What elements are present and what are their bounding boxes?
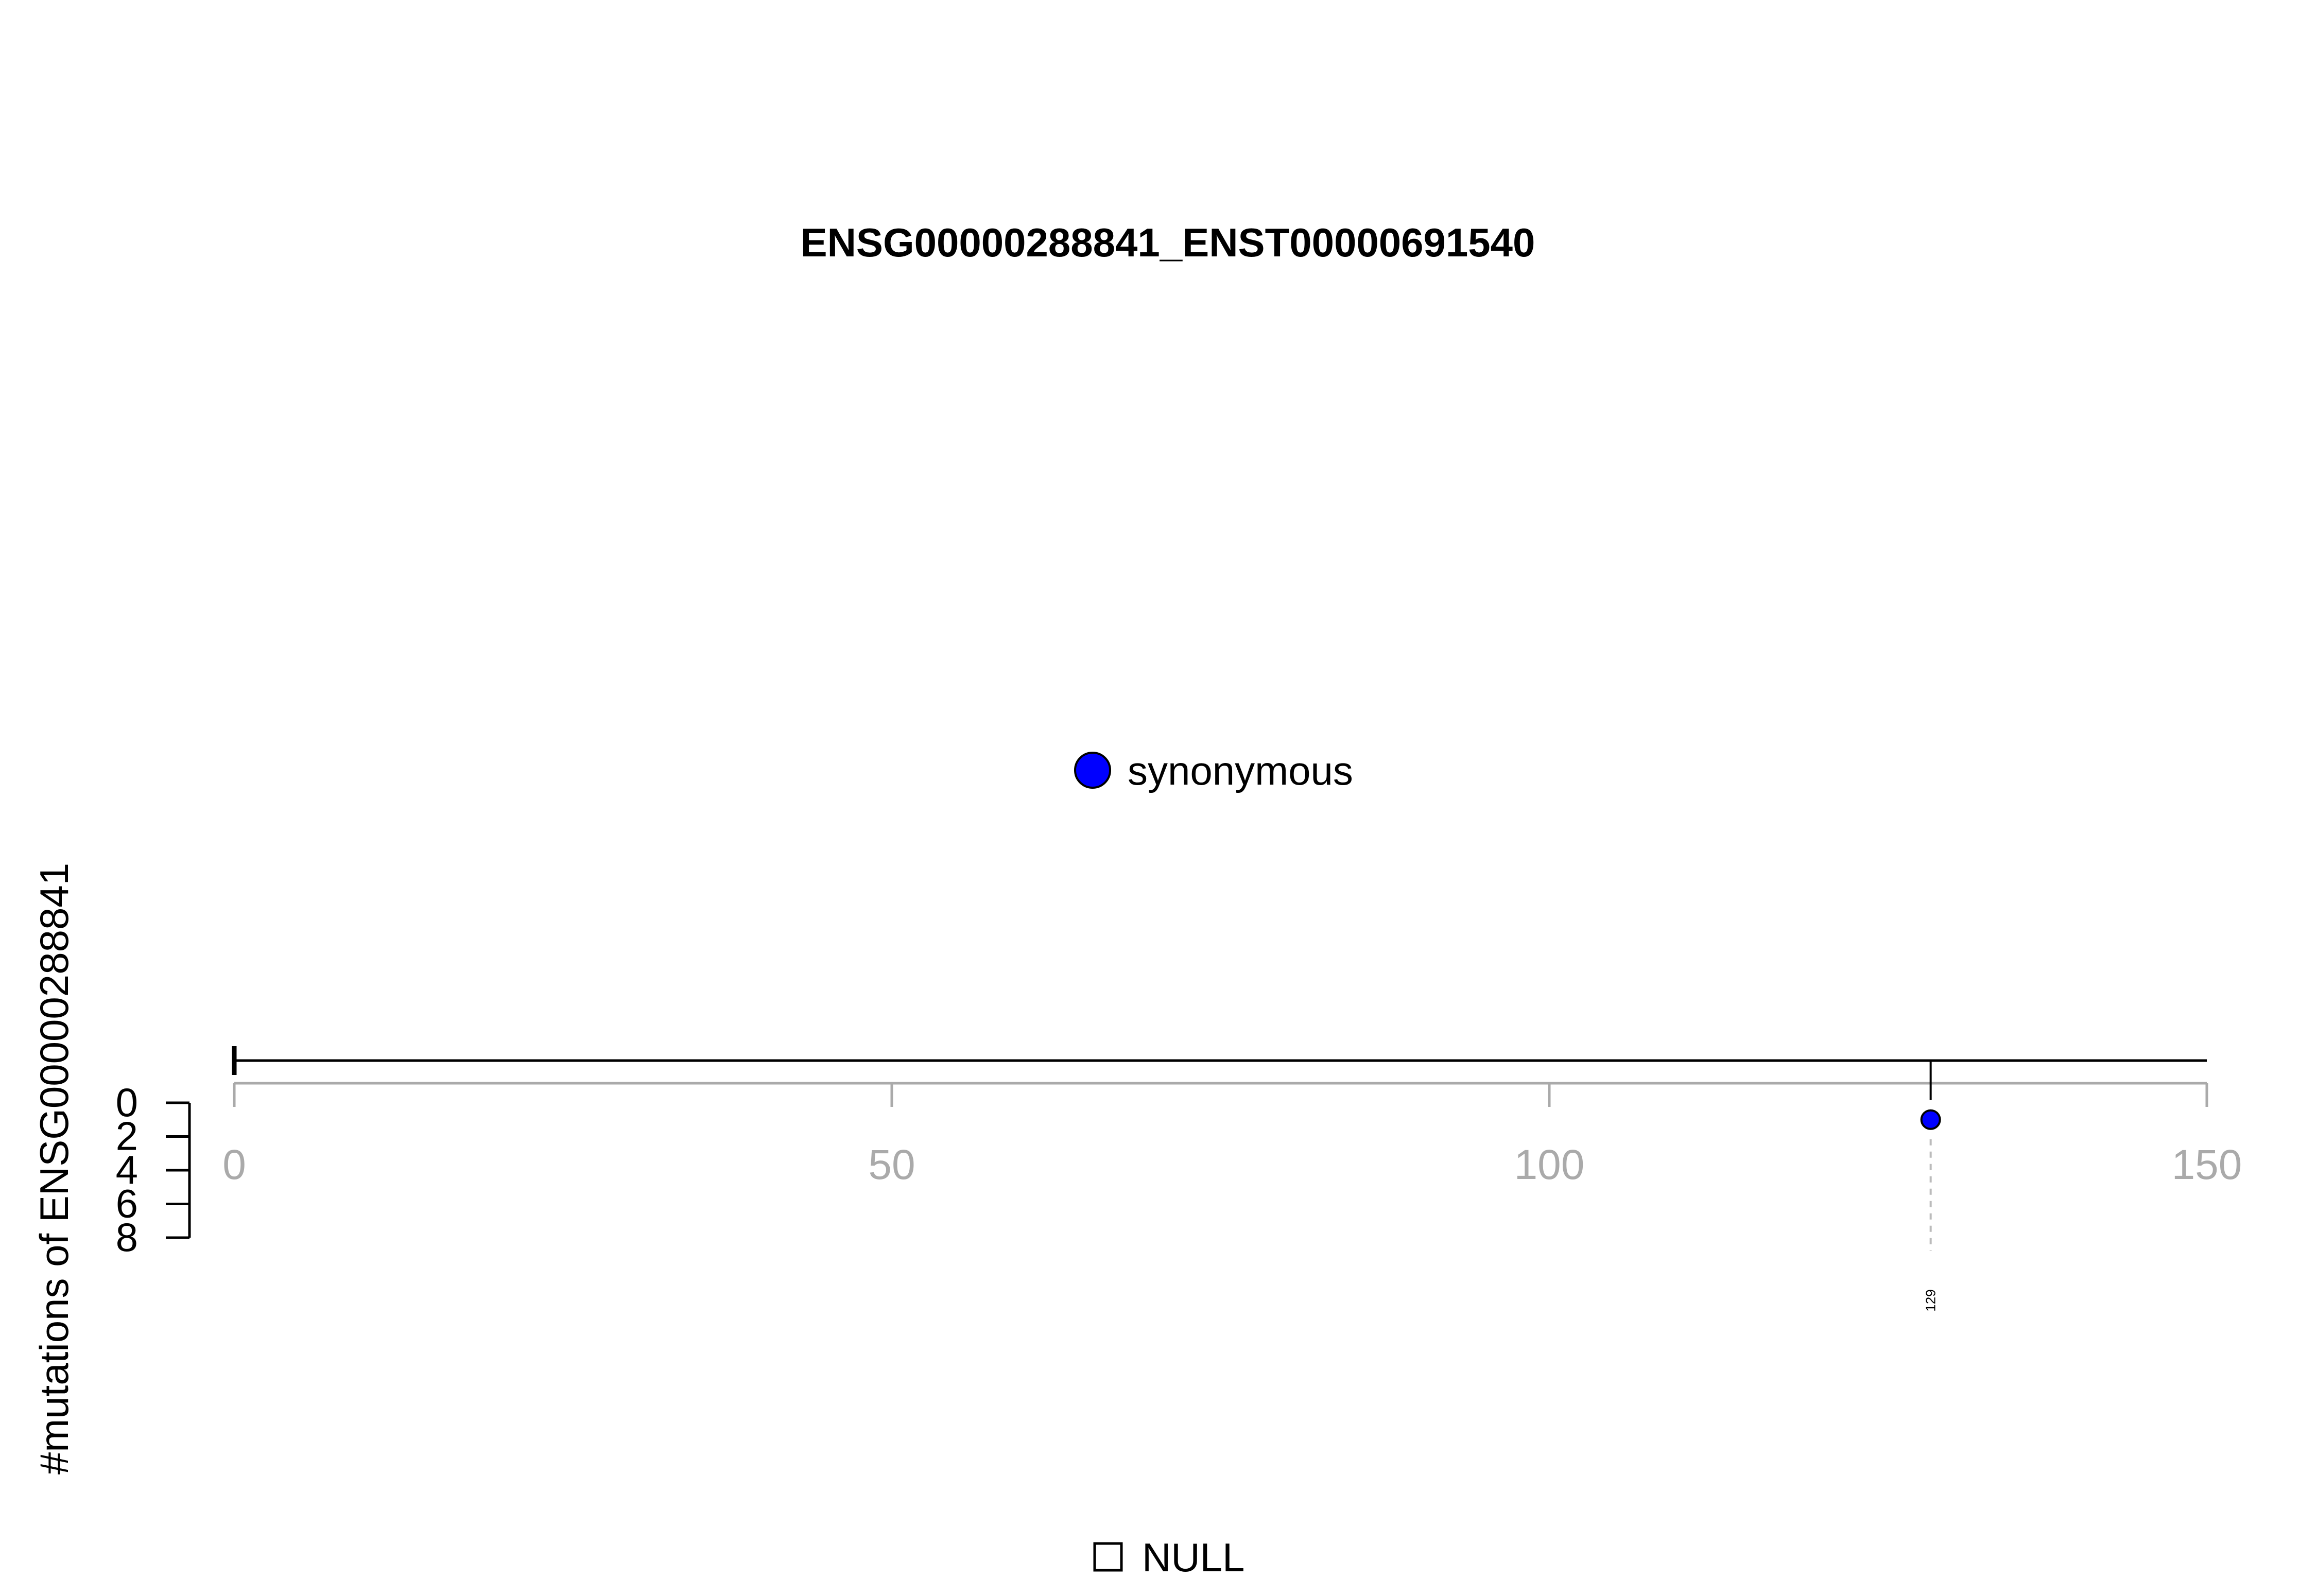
x-axis: 0 50 100 150 <box>222 1082 2242 1188</box>
legend-marker-null <box>1093 1542 1123 1572</box>
legend-label-synonymous: synonymous <box>1128 748 1353 793</box>
y-axis-label: #mutations of ENSG00000288841 <box>31 863 77 1474</box>
y-tick-label: 2 <box>116 1114 138 1159</box>
x-tick-label: 50 <box>868 1141 915 1188</box>
domain-legend: NULL <box>1093 1535 1244 1580</box>
y-tick-label: 6 <box>116 1181 138 1226</box>
mutation-legend: synonymous <box>1074 748 1353 793</box>
legend-label-null: NULL <box>1142 1535 1244 1580</box>
y-tick-label: 8 <box>116 1215 138 1260</box>
chart-title: ENSG00000288841_ENST00000691540 <box>801 220 1535 265</box>
y-tick-label: 0 <box>116 1080 138 1125</box>
lollipop-head <box>1920 1109 1941 1130</box>
lollipop-marks: 129 <box>1920 1061 1941 1312</box>
x-tick-label: 0 <box>222 1141 246 1188</box>
x-tick-label: 150 <box>2172 1141 2242 1188</box>
position-label: 129 <box>1923 1289 1939 1311</box>
y-tick-label: 4 <box>116 1147 138 1192</box>
legend-marker-synonymous <box>1074 752 1111 789</box>
x-tick-label: 100 <box>1514 1141 1585 1188</box>
